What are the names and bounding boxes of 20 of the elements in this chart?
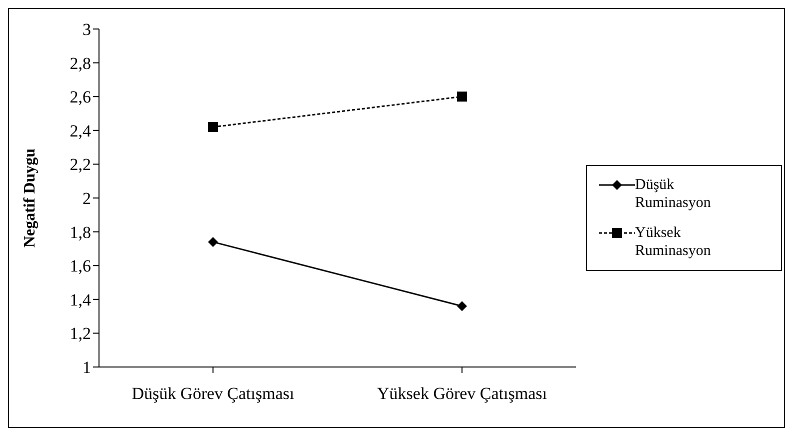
point (457, 301, 467, 312)
x-tick-label: Düşük Görev Çatışması (132, 384, 294, 404)
y-tick-label: 1 (82, 358, 91, 378)
x-tick-label: Yüksek Görev Çatışması (377, 384, 548, 404)
y-tick-label: 2 (82, 189, 91, 208)
point (457, 92, 467, 102)
y-tick-label: 1,8 (70, 222, 91, 242)
point (208, 122, 218, 132)
y-tick-label: 2,4 (70, 121, 92, 140)
y-tick-label: 1,6 (70, 256, 91, 276)
y-axis-title: Negatif Duygu (22, 148, 39, 248)
y-tick-label: 2,6 (70, 88, 91, 107)
legend-label: Yüksek Ruminasyon (635, 224, 712, 260)
y-tick-label: 3 (82, 20, 91, 40)
legend-label: Düşük Ruminasyon (635, 176, 712, 212)
y-tick-label: 2,2 (70, 155, 91, 174)
point (208, 236, 218, 247)
y-tick-label: 1,4 (70, 290, 92, 310)
y-tick-label: 2,8 (70, 54, 91, 73)
y-tick-label: 1,2 (70, 324, 91, 344)
